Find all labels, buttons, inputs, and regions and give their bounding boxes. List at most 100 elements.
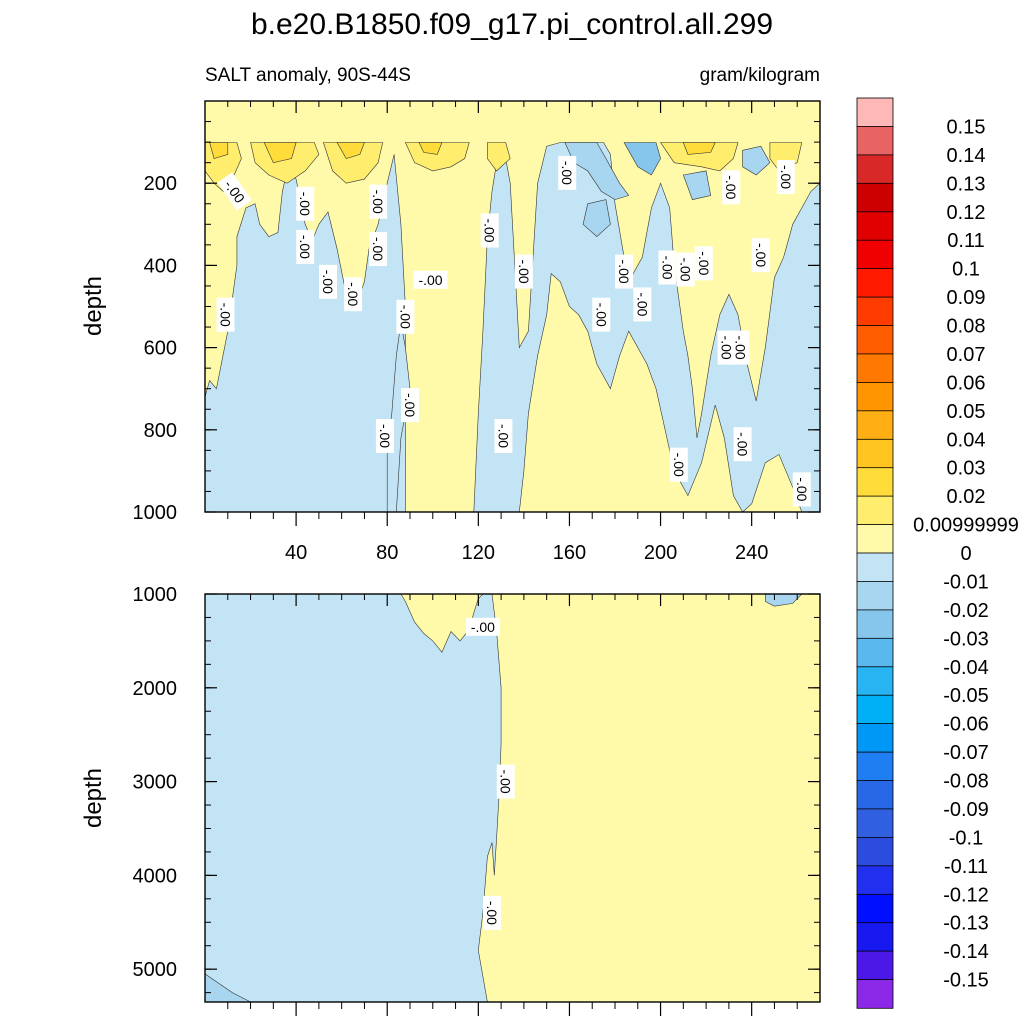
contour-label-text: -.00 (402, 393, 418, 417)
contour-label-text: -.00 (732, 336, 748, 360)
colorbar-box (856, 495, 894, 526)
colorbar-box (856, 524, 894, 554)
colorbar-box (856, 780, 894, 810)
colorbar-label: 0.08 (947, 316, 986, 338)
lower-ylabel: depth (80, 768, 107, 828)
contour-label-text: -.00 (397, 305, 413, 329)
subtitle-left: SALT anomaly, 90S-44S (205, 65, 411, 86)
x-tick-label: 40 (285, 542, 307, 564)
colorbar-label: 0.05 (947, 401, 986, 423)
positive-core-upper (487, 142, 511, 172)
contour-label: -.00 (733, 427, 752, 462)
negative-region-upper (473, 142, 821, 513)
colorbar-label: -0.06 (943, 714, 989, 736)
colorbar-label: 0.14 (947, 145, 986, 167)
negative-core-upper (742, 145, 771, 176)
colorbar-label: 0.07 (947, 344, 986, 366)
colorbar-label: -0.04 (943, 657, 989, 679)
contour-label-text: -.00 (735, 432, 751, 456)
colorbar-label: 0.04 (947, 429, 986, 451)
colorbar-box (856, 410, 894, 440)
upper-axes: 200 400 600 800 1000 40 80 120 160 200 240 (133, 100, 820, 564)
colorbar-box (856, 211, 894, 241)
contour-label: -.00 (792, 472, 811, 507)
contour-label: -.00 (694, 246, 713, 281)
negative-region-lower (204, 593, 502, 1003)
contour-label: -.00 (722, 170, 741, 205)
contour-label-text: -.00 (482, 218, 498, 242)
upper-contour-labels: -.00-.00-.00-.00-.00-.00-.00-.00-.00-.00… (216, 155, 811, 507)
colorbar-label: -0.07 (943, 742, 989, 764)
contour-label-text: -.00 (678, 257, 694, 281)
positive-strong-core-upper (418, 142, 443, 155)
x-tick-label: 80 (376, 542, 398, 564)
y-tick-label: 600 (144, 338, 177, 360)
positive-core-upper (250, 142, 320, 184)
chart-title: b.e20.B1850.f09_g17.pi_control.all.299 (251, 8, 773, 41)
colorbar-box (856, 609, 894, 640)
contour-label-text: -.00 (370, 190, 386, 214)
colorbar-box (856, 637, 894, 668)
colorbar-box (856, 865, 894, 895)
colorbar-label: -0.02 (943, 600, 989, 622)
contour-label: -.00 (717, 330, 736, 365)
subtitle-right: gram/kilogram (700, 65, 820, 86)
colorbar-label: -0.01 (943, 571, 989, 593)
colorbar-label: 0.1 (952, 259, 980, 281)
contour-label: -.00 (669, 447, 688, 482)
contour-label-text: -.00 (794, 477, 810, 501)
contour-label: -.00 (396, 299, 415, 334)
lower-contour-labels: -.00 -.00 -.00 (465, 617, 515, 930)
colorbar-label: -0.08 (943, 771, 989, 793)
contour-label: -.00 (375, 419, 394, 453)
colorbar-box (856, 723, 894, 753)
colorbar-box (856, 381, 894, 412)
colorbar-label: 0 (960, 543, 971, 565)
contour-label: -.00 (483, 895, 501, 930)
colorbar-label: 0.15 (947, 116, 986, 138)
positive-strong-core-upper (336, 142, 365, 159)
colorbar-box (856, 353, 894, 383)
contour-label: -.00 (319, 264, 337, 299)
colorbar-label: 0.00999999 (913, 515, 1019, 537)
contour-label-text: -.00 (634, 292, 650, 316)
contour-label-text: -.00 (297, 235, 313, 259)
contour-label: -.00 (633, 287, 652, 322)
x-tick-label: 200 (644, 542, 677, 564)
contour-label: -.00 (496, 764, 515, 799)
negative-core-upper (682, 170, 712, 200)
y-tick-label: 3000 (133, 772, 178, 794)
colorbar-box (856, 325, 894, 355)
y-tick-label: 1000 (133, 584, 178, 606)
colorbar-box (856, 268, 894, 298)
contour-label: -.00 (658, 250, 677, 285)
contour-label: -.00 (776, 160, 795, 194)
positive-strong-core-upper (682, 142, 716, 155)
contour-label: -.00 (296, 229, 315, 264)
colorbar-box (856, 808, 894, 839)
colorbar-label: 0.09 (947, 287, 986, 309)
colorbar-box (856, 182, 894, 213)
y-tick-label: 200 (144, 173, 177, 195)
contour-label-text: -.00 (516, 260, 532, 284)
positive-strong-core-upper (209, 142, 229, 159)
contour-label: -.00 (751, 238, 770, 273)
contour-label-text: -.00 (377, 424, 393, 448)
colorbar-box (856, 922, 894, 952)
colorbar-label: 0.13 (947, 173, 986, 195)
positive-core-upper (660, 142, 739, 172)
contour-label-text: -.00 (418, 272, 442, 288)
colorbar-label: -0.05 (943, 685, 989, 707)
colorbar-box (856, 438, 894, 469)
colorbar-box (856, 552, 894, 583)
lower-axes: 1000 2000 3000 4000 5000 (133, 584, 820, 1016)
colorbar-box (856, 239, 894, 270)
contour-label: -.00 (344, 277, 363, 312)
contour-label-text: -.00 (370, 237, 386, 261)
contour-label-text: -.00 (320, 270, 336, 294)
contour-label-text: -.00 (593, 303, 609, 327)
positive-strong-core-upper (263, 142, 297, 164)
positive-core-upper (322, 142, 384, 184)
contour-label: -.00 (514, 254, 533, 289)
contour-label: -.00 (216, 297, 235, 332)
